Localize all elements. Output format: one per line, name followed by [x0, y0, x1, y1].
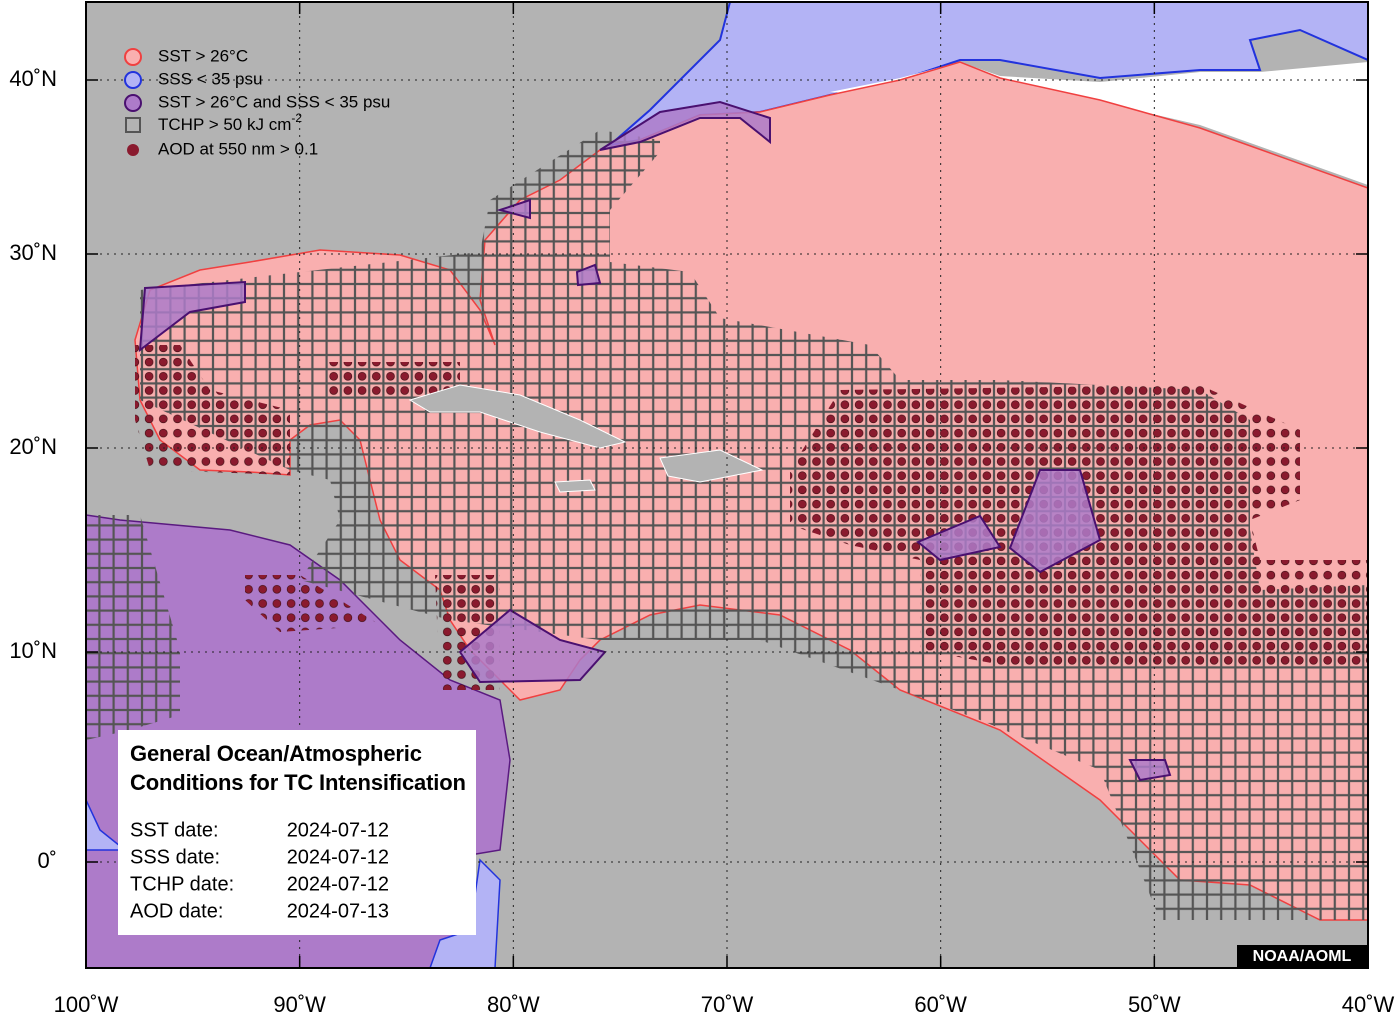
- x-axis-label: 40˚W: [1342, 992, 1395, 1017]
- legend: SST > 26°C SSS < 35 psu SST > 26°C and S…: [124, 46, 390, 158]
- aod-region: [135, 345, 290, 475]
- islands: [408, 384, 764, 493]
- legend-label: SST > 26°C and SSS < 35 psu: [158, 92, 390, 111]
- legend-label: SSS < 35 psu: [158, 69, 262, 88]
- x-axis-label: 50˚W: [1128, 992, 1181, 1017]
- date-label: AOD date:: [130, 900, 223, 922]
- graticule: [86, 2, 1368, 968]
- info-title: General Ocean/Atmospheric: [130, 741, 422, 766]
- info-box: General Ocean/Atmospheric Conditions for…: [118, 730, 476, 935]
- tchp-region: [140, 130, 1368, 920]
- x-axis-label: 60˚W: [914, 992, 967, 1017]
- legend-marker: [124, 94, 142, 112]
- open-ocean: [830, 62, 1368, 185]
- x-axis-label: 70˚W: [701, 992, 754, 1017]
- legend-marker: [125, 117, 141, 133]
- y-axis-label: 20˚N: [9, 434, 57, 459]
- legend-label: TCHP > 50 kJ cm-2: [158, 111, 302, 134]
- info-dates: SST date: 2024-07-12 SSS date: 2024-07-12 TC…: [130, 819, 389, 922]
- info-title: Conditions for TC Intensification: [130, 770, 466, 795]
- credit: NOAA/AOML: [1253, 948, 1352, 965]
- x-axis-label: 90˚W: [273, 992, 326, 1017]
- aod-region: [325, 362, 460, 400]
- aod-region: [245, 575, 380, 632]
- date-label: SST date:: [130, 819, 219, 841]
- date-label: SSS date:: [130, 846, 220, 868]
- legend-marker: [124, 48, 142, 66]
- y-axis-label: 30˚N: [9, 240, 57, 265]
- legend-label: AOD at 550 nm > 0.1: [158, 139, 318, 158]
- y-axis-label: 40˚N: [9, 66, 57, 91]
- date-value: 2024-07-12: [287, 873, 389, 895]
- legend-marker: [127, 144, 139, 156]
- axes: 100˚W 90˚W 80˚W 70˚W 60˚W 50˚W 40˚W 40˚N 30˚N 20˚…: [9, 2, 1395, 1017]
- credit-bg: [1237, 945, 1368, 968]
- tchp-region: [86, 515, 180, 740]
- map-layers: [86, 2, 1368, 968]
- legend-label-text: TCHP > 50 kJ cm: [158, 115, 291, 134]
- y-axis-label: 0˚: [37, 848, 57, 873]
- legend-superscript: -2: [291, 111, 302, 125]
- legend-marker: [124, 71, 142, 89]
- legend-label: SST > 26°C: [158, 46, 248, 65]
- date-value: 2024-07-12: [287, 846, 389, 868]
- x-axis-label: 80˚W: [487, 992, 540, 1017]
- date-value: 2024-07-13: [287, 900, 389, 922]
- date-label: TCHP date:: [130, 873, 234, 895]
- date-value: 2024-07-12: [287, 819, 389, 841]
- x-axis-label: 100˚W: [54, 992, 119, 1017]
- y-axis-label: 10˚N: [9, 638, 57, 663]
- info-box-bg: [118, 730, 476, 935]
